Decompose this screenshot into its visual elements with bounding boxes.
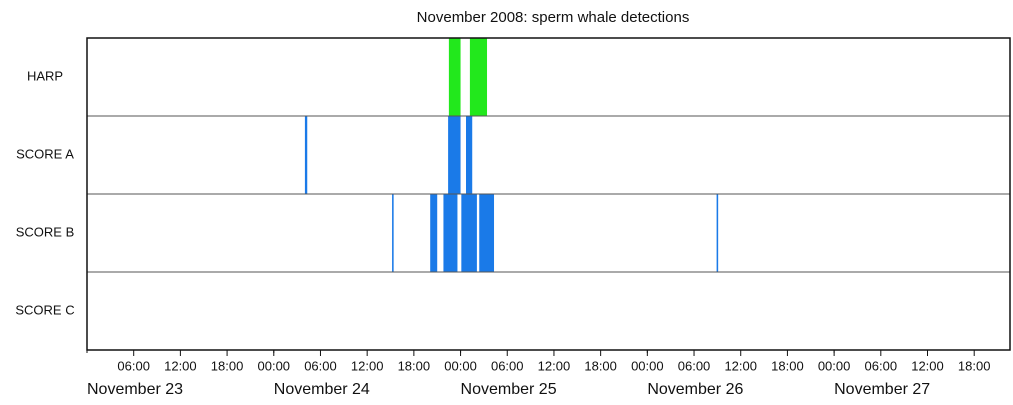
x-tick-label: 12:00	[724, 358, 757, 373]
x-tick-label: 06:00	[117, 358, 150, 373]
x-tick-label: 12:00	[164, 358, 197, 373]
x-tick-label: 18:00	[211, 358, 244, 373]
detection	[466, 116, 473, 194]
detection	[304, 116, 308, 194]
detection	[448, 116, 461, 194]
row-label: HARP	[27, 68, 63, 83]
row-label: SCORE B	[16, 224, 75, 239]
x-tick-label: 06:00	[304, 358, 337, 373]
x-tick-label: 06:00	[865, 358, 898, 373]
x-tick-label: 06:00	[678, 358, 711, 373]
x-tick-label: 12:00	[538, 358, 571, 373]
plot-frame	[86, 37, 1011, 351]
detection	[443, 194, 458, 272]
day-label: November 26	[647, 381, 743, 398]
day-label: November 23	[87, 381, 183, 398]
day-label: November 24	[274, 381, 370, 398]
x-tick-label: 12:00	[911, 358, 944, 373]
x-tick-label: 12:00	[351, 358, 384, 373]
x-tick-label: 00:00	[258, 358, 291, 373]
detection	[469, 38, 488, 116]
detection	[430, 194, 438, 272]
x-tick-label: 18:00	[584, 358, 617, 373]
x-tick-label: 06:00	[491, 358, 524, 373]
detection	[392, 194, 394, 272]
detection	[479, 194, 495, 272]
chart-title: November 2008: sperm whale detections	[417, 9, 690, 26]
detection	[461, 194, 477, 272]
x-tick-label: 18:00	[771, 358, 804, 373]
day-label: November 25	[461, 381, 557, 398]
x-tick-label: 18:00	[958, 358, 991, 373]
x-tick-label: 00:00	[444, 358, 477, 373]
x-tick-label: 00:00	[818, 358, 851, 373]
detection	[716, 194, 719, 272]
row-label: SCORE A	[16, 146, 74, 161]
detection	[448, 38, 461, 116]
row-label: SCORE C	[15, 302, 74, 317]
x-tick-label: 18:00	[398, 358, 431, 373]
x-tick-label: 00:00	[631, 358, 664, 373]
day-label: November 27	[834, 381, 930, 398]
